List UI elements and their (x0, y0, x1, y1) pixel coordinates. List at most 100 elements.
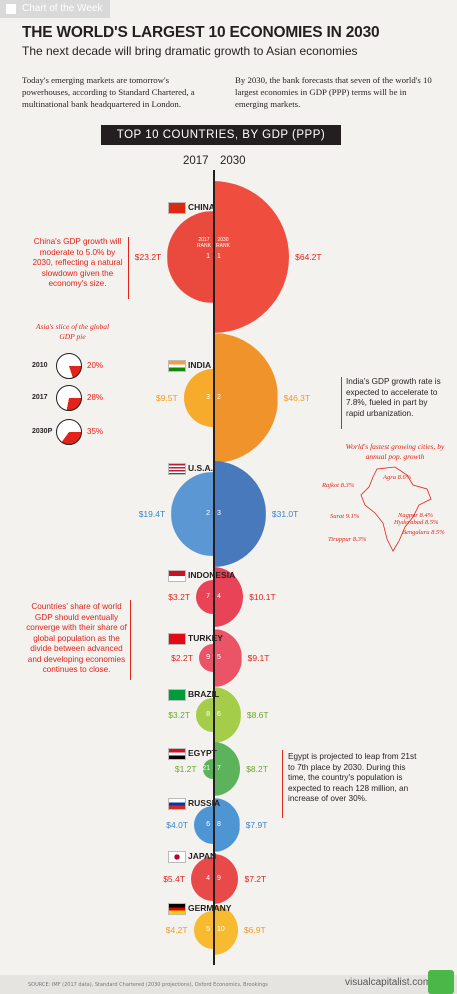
russia-country-label: RUSSIA (188, 798, 221, 808)
pie-year-2010: 2010 (32, 362, 48, 369)
egypt-gdp-2017-label: $1.2T (174, 764, 197, 774)
page-title: THE WORLD'S LARGEST 10 ECONOMIES IN 2030 (22, 24, 380, 41)
egypt-gdp-2030-label: $8.2T (246, 764, 268, 774)
indonesia-flag-icon (168, 570, 186, 582)
japan-2017-bubble (190, 856, 213, 902)
brazil-2017-bubble (196, 698, 213, 732)
footer-bar (0, 975, 457, 994)
japan-country-label: JAPAN (188, 851, 217, 861)
page-subtitle: The next decade will bring dramatic grow… (22, 44, 358, 58)
convergence-note-rule (130, 600, 131, 680)
city-label-5: Bengaluru 8.5% (402, 529, 445, 536)
china-note: China's GDP growth will moderate to 5.0%… (32, 237, 123, 288)
year-2017-label: 2017 (183, 155, 209, 167)
visual-capitalist-logo[interactable] (428, 970, 454, 994)
city-label-3: Nagpur 8.4% (398, 512, 434, 519)
city-label-4: Hyderabad 8.5% (394, 519, 439, 526)
city-label-0: Agra 8.6% (383, 474, 412, 481)
india-map-icon (360, 466, 432, 552)
tag-label: Chart of the Week (22, 3, 103, 14)
germany-flag-icon (168, 903, 186, 915)
india-gdp-2030-label: $46.3T (283, 393, 311, 403)
convergence-note: Countries' share of world GDP should eve… (26, 602, 127, 674)
china-gdp-2017-label: $23.2T (134, 252, 162, 262)
egypt-rank-2030: 7 (217, 765, 221, 772)
city-label-6: Tiruppur 8.3% (328, 536, 367, 543)
pie-year-2030P: 2030P (32, 428, 53, 435)
usa-rank-2017: 2 (206, 510, 210, 517)
intro-right: By 2030, the bank forecasts that seven o… (235, 75, 432, 109)
japan-gdp-2030-label: $7.2T (244, 874, 267, 884)
source-text: SOURCE: IMF (2017 data), Standard Charte… (28, 982, 268, 988)
pie-pct-2017: 28% (87, 393, 104, 402)
india-flag-icon (168, 360, 186, 372)
center-divider (213, 170, 215, 965)
russia-gdp-2030-label: $7.9T (245, 820, 268, 830)
china-gdp-2030-label: $64.2T (295, 252, 322, 262)
china-note-rule (128, 237, 129, 299)
rank-2017-heading: 2017 RANK (197, 237, 211, 249)
turkey-country-label: TURKEY (188, 633, 223, 643)
turkey-rank-2030: 5 (217, 654, 221, 661)
egypt-note-rule (282, 750, 283, 818)
india-rank-2030: 2 (217, 394, 221, 401)
intro-left: Today's emerging markets are tomorrow's … (22, 75, 195, 109)
chart-banner: TOP 10 COUNTRIES, BY GDP (PPP) (101, 125, 341, 145)
indonesia-2017-bubble (196, 580, 213, 614)
india-note: India's GDP growth rate is expected to a… (346, 377, 441, 418)
usa-gdp-2030-label: $31.0T (271, 509, 299, 519)
germany-rank-2030: 10 (217, 926, 225, 933)
indonesia-country-label: INDONESIA (188, 570, 236, 580)
egypt-rank-2017: 21 (202, 765, 210, 772)
germany-country-label: GERMANY (188, 903, 232, 913)
rank-2030-heading: 2030 RANK (216, 237, 230, 249)
indonesia-rank-2017: 7 (206, 593, 210, 600)
brazil-gdp-2017-label: $3.2T (168, 710, 191, 720)
brazil-country-label: BRAZIL (188, 689, 220, 699)
asia-pie-2010 (56, 353, 82, 379)
russia-rank-2017: 6 (206, 821, 210, 828)
turkey-gdp-2017-label: $2.2T (171, 653, 193, 663)
china-rank-2017: 1 (206, 253, 210, 260)
usa-flag-icon (168, 463, 186, 475)
india-map-title: World's fastest growing cities, by annua… (345, 442, 445, 461)
germany-rank-2017: 5 (206, 926, 210, 933)
asia-pie-2017 (56, 385, 82, 411)
japan-rank-2030: 9 (217, 875, 221, 882)
indonesia-gdp-2017-label: $3.2T (168, 592, 191, 602)
site-link[interactable]: visualcapitalist.com (345, 977, 432, 988)
china-rank-2030: 1 (217, 253, 221, 260)
china-country-label: CHINA (188, 202, 215, 212)
indonesia-gdp-2030-label: $10.1T (249, 592, 276, 602)
chart-of-the-week-tag: Chart of the Week (0, 0, 111, 18)
germany-gdp-2017-label: $4.2T (165, 925, 188, 935)
china-flag-icon (168, 202, 186, 214)
tag-icon (6, 4, 16, 14)
russia-flag-icon (168, 798, 186, 810)
russia-2017-bubble (194, 806, 213, 844)
egypt-flag-icon (168, 748, 186, 760)
egypt-note: Egypt is projected to leap from 21st to … (288, 752, 417, 803)
japan-rank-2017: 4 (206, 875, 210, 882)
year-2030-label: 2030 (220, 155, 246, 167)
brazil-flag-icon (168, 689, 186, 701)
pie-pct-2030P: 35% (87, 427, 104, 436)
japan-gdp-2017-label: $5.4T (163, 874, 185, 884)
pie-year-2017: 2017 (32, 394, 48, 401)
india-country-label: INDIA (188, 360, 212, 370)
pie-pct-2010: 20% (87, 361, 104, 370)
city-label-1: Rajkot 8.3% (322, 482, 355, 489)
germany-2017-bubble (193, 910, 213, 950)
germany-gdp-2030-label: $6.9T (243, 925, 266, 935)
usa-rank-2030: 3 (217, 510, 221, 517)
india-note-rule (341, 377, 342, 429)
brazil-rank-2030: 6 (217, 711, 221, 718)
turkey-2017-bubble (198, 643, 213, 673)
city-label-2: Surat 9.1% (330, 513, 360, 520)
brazil-gdp-2030-label: $8.6T (246, 710, 269, 720)
japan-flag-icon (168, 851, 186, 863)
turkey-rank-2017: 9 (206, 654, 210, 661)
russia-gdp-2017-label: $4.0T (166, 820, 188, 830)
egypt-country-label: EGYPT (188, 748, 217, 758)
brazil-rank-2017: 8 (206, 711, 210, 718)
